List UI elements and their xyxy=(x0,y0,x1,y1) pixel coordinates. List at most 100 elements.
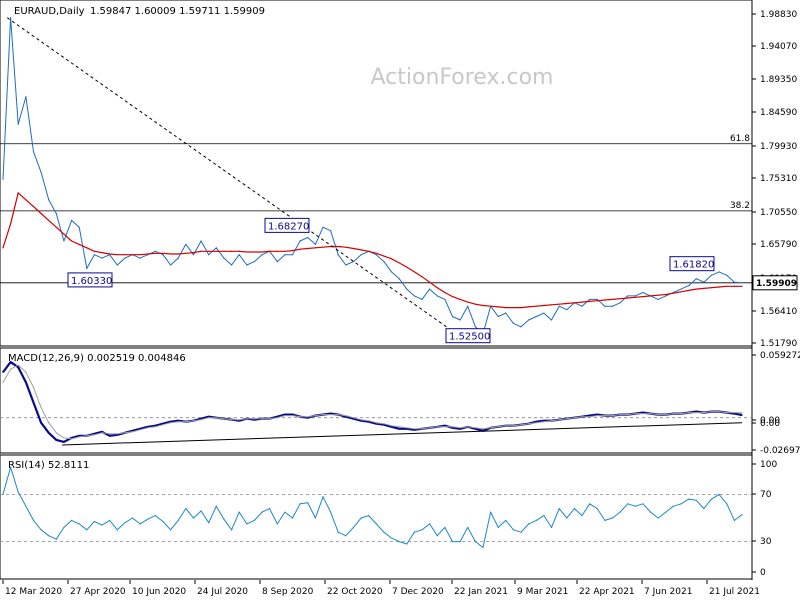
price-point xyxy=(375,252,377,254)
price-point xyxy=(741,282,743,284)
rsi-point xyxy=(48,535,50,537)
rsi-point xyxy=(276,523,278,525)
macd-point xyxy=(2,371,4,373)
fib-level-label: 38.2 xyxy=(730,201,750,211)
price-point xyxy=(55,212,57,215)
price-point xyxy=(337,245,339,248)
rsi-point xyxy=(672,505,675,507)
rsi-point xyxy=(604,519,606,521)
rsi-point xyxy=(40,529,42,531)
macd-point xyxy=(162,424,164,426)
macd-point xyxy=(543,421,545,423)
price-point xyxy=(208,254,210,256)
macd-point xyxy=(543,420,545,422)
macd-point xyxy=(589,415,591,417)
price-point xyxy=(619,302,621,304)
current-price-badge xyxy=(752,275,798,291)
rsi-point xyxy=(208,522,210,524)
macd-point xyxy=(375,423,377,425)
price-point xyxy=(109,253,111,255)
macd-point xyxy=(741,414,743,416)
price-point xyxy=(185,243,187,246)
rsi-point xyxy=(596,507,598,510)
price-point xyxy=(10,17,12,19)
rsi-point xyxy=(550,526,553,529)
price-point xyxy=(261,254,263,256)
macd-point xyxy=(406,428,408,430)
macd-point xyxy=(284,414,286,416)
rsi-point xyxy=(307,502,309,504)
rsi-point xyxy=(86,529,88,531)
price-point xyxy=(170,253,172,255)
price-point xyxy=(307,236,309,239)
macd-point xyxy=(70,437,73,439)
rsi-point xyxy=(611,517,614,519)
x-tick-label: 10 Jun 2020 xyxy=(132,587,186,597)
rsi-point xyxy=(109,519,111,521)
macd-point xyxy=(185,421,187,423)
price-point xyxy=(70,240,73,242)
macd-point xyxy=(131,431,134,433)
rsi-point xyxy=(489,511,492,513)
rsi-point xyxy=(291,517,294,519)
price-point xyxy=(558,303,560,305)
fib-level-label: 61.8 xyxy=(730,134,750,144)
price-point xyxy=(390,258,393,260)
price-point xyxy=(329,245,332,248)
price-point xyxy=(596,298,598,300)
macd-point xyxy=(307,417,309,419)
macd-point xyxy=(291,414,294,416)
macd-point xyxy=(535,421,537,423)
macd-point xyxy=(375,422,377,424)
macd-point xyxy=(596,414,598,416)
x-tick-label: 8 Sep 2020 xyxy=(262,587,314,597)
macd-series-1 xyxy=(2,361,743,443)
price-point xyxy=(360,249,362,251)
price-point xyxy=(398,278,400,280)
macd-point xyxy=(307,416,309,418)
price-point xyxy=(665,293,667,296)
series-layer xyxy=(2,17,743,549)
price-point xyxy=(322,246,324,248)
price-point xyxy=(314,243,316,246)
macd-point xyxy=(101,432,103,434)
rsi-point xyxy=(360,517,362,519)
macd-point xyxy=(238,420,240,422)
rsi-point xyxy=(101,524,103,526)
price-point xyxy=(680,291,682,293)
rsi-pane-frame xyxy=(0,454,753,580)
price-point xyxy=(101,257,103,259)
rsi-point xyxy=(642,503,644,505)
macd-point xyxy=(230,419,233,421)
price-point xyxy=(467,301,469,303)
macd-point xyxy=(467,426,469,428)
macd-title: MACD(12,26,9) 0.002519 0.004846 xyxy=(8,353,186,364)
rsi-point xyxy=(284,511,286,513)
price-point xyxy=(444,291,446,294)
price-point xyxy=(550,304,553,306)
macd-point xyxy=(390,426,393,428)
macd-point xyxy=(413,428,416,430)
macd-point xyxy=(223,418,225,420)
price-point xyxy=(566,302,568,305)
macd-point xyxy=(489,427,492,429)
macd-point xyxy=(154,426,156,428)
x-tick-label: 27 Apr 2020 xyxy=(70,587,126,597)
price-point xyxy=(520,326,522,328)
price-point xyxy=(93,250,96,252)
rsi-point xyxy=(192,517,195,519)
macd-point xyxy=(139,429,141,431)
macd-point xyxy=(505,425,507,427)
price-point xyxy=(253,260,256,263)
price-point xyxy=(368,250,370,252)
macd-point xyxy=(657,414,659,416)
price-point xyxy=(25,96,27,98)
x-tick-label: 12 Mar 2020 xyxy=(5,587,62,597)
price-point xyxy=(642,296,644,298)
macd-point xyxy=(710,411,713,413)
macd-point xyxy=(444,425,446,427)
macd-point xyxy=(246,418,248,420)
price-point xyxy=(48,199,50,201)
price-point xyxy=(703,287,705,289)
macd-point xyxy=(116,434,118,436)
